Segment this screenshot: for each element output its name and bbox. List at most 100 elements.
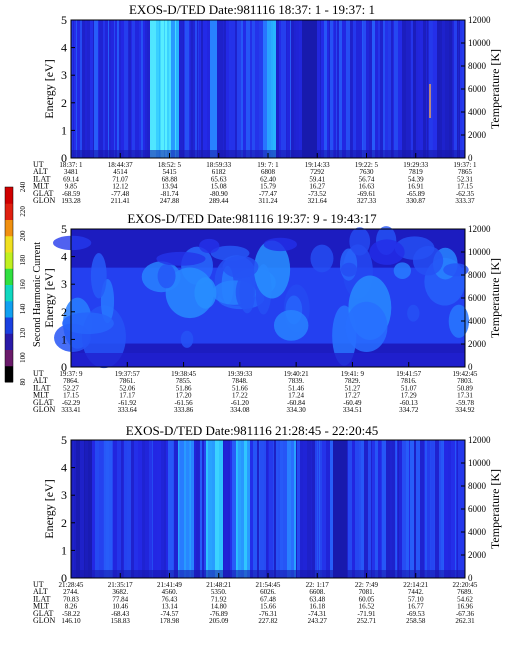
y-right-tick-label: 10000	[468, 458, 491, 468]
colorbar-tick-label: 160	[19, 279, 27, 290]
y-tick-label: 1	[61, 332, 67, 346]
heatmap-stripe	[356, 20, 360, 158]
heatmap-stripe	[457, 20, 458, 158]
heatmap-area	[52, 226, 470, 369]
info-cell: 334.72	[399, 406, 419, 414]
y-tick-label: 3	[61, 488, 67, 502]
heatmap-stripe	[219, 440, 223, 578]
info-cell: 205.09	[209, 617, 229, 625]
heatmap-blob	[157, 263, 176, 289]
heatmap-stripe	[431, 440, 434, 578]
info-cell: -60.84	[287, 399, 306, 407]
heatmap-stripe	[445, 20, 449, 158]
heatmap-stripe	[457, 440, 458, 578]
info-cell: 54.39	[408, 175, 424, 183]
colorbar-tick-label: 140	[19, 303, 27, 314]
info-cell: 17.15	[457, 183, 473, 191]
heatmap-stripe	[319, 440, 320, 578]
heatmap-stripe	[291, 20, 294, 158]
info-cell: 3481	[64, 168, 79, 176]
colorbar-band	[5, 365, 13, 383]
y-right-tick-label: 6000	[468, 84, 487, 94]
heatmap-stripe	[333, 440, 335, 578]
heatmap-stripe	[273, 20, 276, 158]
info-cell: 22: 7:49	[355, 581, 379, 589]
heatmap-blob	[345, 301, 388, 353]
info-cell: 247.88	[160, 197, 180, 205]
heatmap-stripe	[246, 20, 250, 158]
info-cell: 52.31	[457, 175, 473, 183]
info-row-label: ILAT	[33, 383, 50, 392]
info-cell: 334.30	[287, 406, 307, 414]
info-cell: 7630	[360, 168, 375, 176]
heatmap-stripe	[294, 440, 296, 578]
heatmap-blob	[199, 238, 220, 254]
heatmap-stripe	[338, 440, 339, 578]
info-row-label: ALT	[33, 167, 48, 176]
heatmap-stripe	[459, 20, 460, 158]
info-cell: 77.84	[112, 595, 128, 603]
info-cell: 62.40	[260, 175, 276, 183]
colorbar: 80 100 120 140 160 180 200 220 240 Second Harmoni…	[4, 181, 43, 386]
info-cell: -73.52	[308, 190, 327, 198]
y-axis-label: Energy [eV]	[42, 59, 56, 118]
info-cell: 7816.	[401, 377, 417, 385]
info-cell: 289.44	[209, 197, 229, 205]
info-cell: 311.24	[259, 197, 278, 205]
heatmap-stripe	[442, 20, 445, 158]
info-cell: 15.66	[260, 603, 276, 611]
heatmap-stripe	[71, 20, 73, 158]
heatmap-stripe	[84, 440, 85, 578]
info-cell: 178.98	[160, 617, 180, 625]
colorbar-tick-label: 80	[19, 378, 27, 386]
heatmap-stripe	[437, 20, 440, 158]
heatmap-stripe	[76, 20, 77, 158]
heatmap-stripe	[273, 440, 274, 578]
heatmap-stripe	[402, 20, 406, 158]
info-cell: -81.74	[160, 190, 179, 198]
heatmap-stripe	[253, 440, 257, 578]
y-right-tick-label: 0	[468, 362, 473, 372]
info-cell: 16.96	[457, 603, 473, 611]
info-cell: 60.05	[359, 595, 375, 603]
heatmap-stripe	[176, 20, 179, 158]
y-tick-label: 3	[61, 277, 67, 291]
info-row-label: MLT	[33, 602, 49, 611]
heatmap-stripe	[420, 20, 423, 158]
info-cell: 13.94	[162, 183, 178, 191]
heatmap-stripe	[285, 20, 286, 158]
heatmap-stripe	[378, 440, 380, 578]
colorbar-band	[5, 235, 13, 253]
heatmap-stripe	[109, 440, 112, 578]
heatmap-blob	[62, 312, 114, 335]
heatmap-blob	[407, 304, 420, 322]
heatmap-stripe	[197, 20, 198, 158]
heatmap-stripe	[105, 20, 108, 158]
info-cell: 5350.	[211, 588, 227, 596]
heatmap-stripe	[410, 440, 414, 578]
y-right-tick-label: 8000	[468, 270, 487, 280]
info-cell: 51.27	[345, 384, 361, 392]
y-right-tick-label: 0	[468, 153, 473, 163]
heatmap-stripe	[368, 440, 371, 578]
y-right-tick-label: 12000	[468, 224, 491, 234]
heatmap-stripe	[330, 20, 333, 158]
info-cell: -77.48	[111, 190, 130, 198]
heatmap-stripe	[347, 440, 348, 578]
heatmap-stripe	[452, 20, 453, 158]
y-right-axis-label: Temperature [K]	[488, 469, 502, 549]
info-cell: -74.31	[308, 610, 327, 618]
heatmap-stripe	[156, 20, 159, 158]
y-tick-label: 5	[61, 13, 67, 27]
heatmap-stripe	[369, 20, 372, 158]
heatmap-stripe	[414, 440, 416, 578]
y-right-axis-label: Temperature [K]	[488, 49, 502, 129]
colorbar-band	[5, 219, 13, 237]
heatmap-stripe	[432, 20, 433, 158]
heatmap-stripe	[427, 20, 428, 158]
heatmap-stripe	[200, 440, 202, 578]
info-cell: 17.22	[232, 392, 248, 400]
heatmap-stripe	[430, 440, 431, 578]
heatmap-stripe	[244, 440, 247, 578]
